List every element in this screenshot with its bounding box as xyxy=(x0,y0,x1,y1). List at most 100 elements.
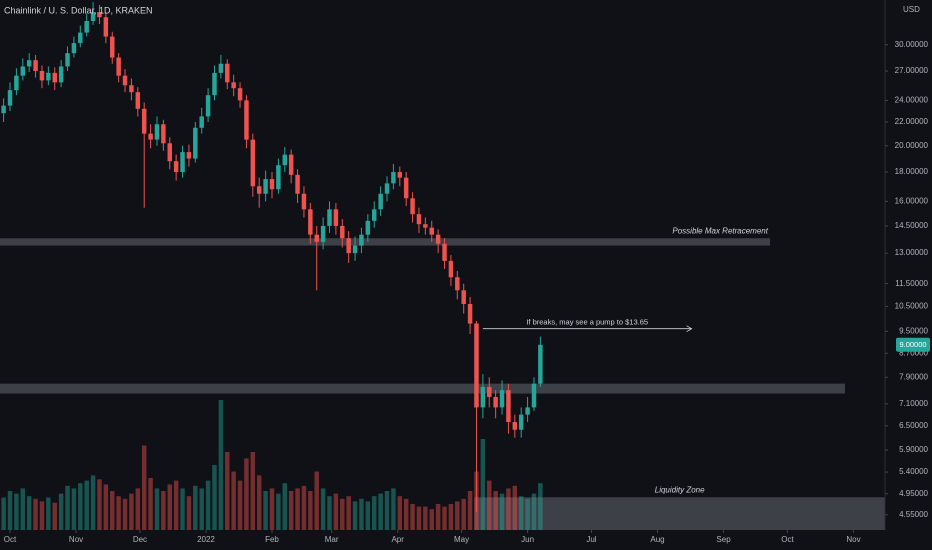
candle-body xyxy=(538,344,543,384)
candle-body xyxy=(340,225,345,239)
candle-body xyxy=(256,186,262,194)
volume-bar xyxy=(212,465,217,530)
candle-body xyxy=(531,383,537,408)
x-tick-label: Dec xyxy=(133,535,147,544)
y-tick-label: 16.00000 xyxy=(895,197,929,206)
candle-body xyxy=(525,407,530,415)
candle-body xyxy=(378,193,383,210)
zone xyxy=(0,238,770,246)
candle-body xyxy=(359,234,364,246)
volume-bar xyxy=(480,439,486,530)
volume-bar xyxy=(301,485,307,530)
y-tick-label: 4.55000 xyxy=(899,510,928,519)
y-tick-label: 20.00000 xyxy=(895,141,929,150)
candle-body xyxy=(52,72,57,83)
y-tick-label: 6.50000 xyxy=(899,421,928,430)
volume-bar xyxy=(531,493,537,530)
volume-bar xyxy=(225,452,230,530)
volume-pane xyxy=(1,400,543,530)
volume-bar xyxy=(26,496,32,530)
annotations: Possible Max Retracement Liquidity Zone If… xyxy=(482,226,769,494)
x-tick-label: Nov xyxy=(69,535,83,544)
x-tick-label: Sep xyxy=(716,535,731,544)
volume-bar xyxy=(193,485,198,530)
candle-body xyxy=(301,193,307,210)
candle-body xyxy=(33,60,38,71)
volume-bar xyxy=(167,484,172,530)
volume-bar xyxy=(237,480,243,530)
volume-bar xyxy=(122,498,128,530)
volume-bar xyxy=(199,488,204,530)
currency-label: USD xyxy=(903,5,920,14)
candle-body xyxy=(333,209,339,226)
candle-body xyxy=(512,422,518,430)
candle-body xyxy=(97,12,102,18)
candle-body xyxy=(7,90,13,106)
volume-bar xyxy=(161,491,166,530)
volume-bar xyxy=(518,496,524,530)
volume-bar xyxy=(499,493,505,530)
candle-body xyxy=(1,105,6,114)
y-tick-label: 30.00000 xyxy=(895,40,929,49)
volume-bar xyxy=(493,491,498,530)
candle-body xyxy=(269,179,275,190)
volume-bar xyxy=(525,498,530,530)
zone-label: Possible Max Retracement xyxy=(672,226,768,235)
volume-bar xyxy=(33,498,38,530)
candle-body xyxy=(141,108,147,134)
candle-body xyxy=(403,177,409,199)
y-tick-label: 18.00000 xyxy=(895,167,929,176)
y-tick-label: 14.50000 xyxy=(895,221,929,230)
volume-bar xyxy=(467,491,473,530)
volume-bar xyxy=(1,497,6,530)
candle-body xyxy=(480,386,486,408)
candle-body xyxy=(416,214,422,225)
volume-bar xyxy=(410,504,415,530)
last-price-label: 9.00000 xyxy=(899,340,926,349)
volume-bar xyxy=(384,491,390,530)
candle-body xyxy=(506,390,511,423)
candle-body xyxy=(90,12,96,21)
volume-bar xyxy=(308,491,313,530)
zone xyxy=(474,497,885,530)
candle-body xyxy=(244,100,249,140)
volume-bar xyxy=(110,491,115,530)
x-tick-label: May xyxy=(454,535,469,544)
candle-body xyxy=(167,143,172,162)
volume-bar xyxy=(256,475,262,530)
zones xyxy=(0,238,885,530)
volume-bar xyxy=(65,485,70,530)
volume-bar xyxy=(135,488,141,530)
zone xyxy=(0,383,845,394)
x-tick-label: Apr xyxy=(391,535,404,544)
volume-bar xyxy=(263,491,268,530)
candle-body xyxy=(371,209,377,221)
candle-body xyxy=(295,174,300,194)
candle-body xyxy=(250,139,256,187)
volume-bar xyxy=(448,504,454,530)
x-tick-label: Nov xyxy=(846,535,860,544)
candle-body xyxy=(263,179,268,194)
candle-body xyxy=(78,32,83,44)
y-tick-label: 9.50000 xyxy=(899,326,928,335)
volume-bar xyxy=(154,488,160,530)
volume-bar xyxy=(391,488,396,530)
candle-body xyxy=(365,220,371,235)
candle-body xyxy=(231,82,236,89)
candle-body xyxy=(26,60,32,67)
volume-bar xyxy=(46,497,51,530)
candle-body xyxy=(58,66,64,83)
volume-bar xyxy=(320,488,326,530)
y-tick-label: 7.90000 xyxy=(899,372,928,381)
volume-bar xyxy=(352,501,358,530)
volume-bar xyxy=(276,493,281,530)
volume-bar xyxy=(180,488,185,530)
y-tick-label: 22.00000 xyxy=(895,117,929,126)
volume-bar xyxy=(71,488,77,530)
volume-bar xyxy=(378,493,383,530)
candle-body xyxy=(352,245,358,254)
candle-body xyxy=(429,227,434,235)
volume-bar xyxy=(397,496,403,530)
candle-body xyxy=(110,36,115,58)
candle-body xyxy=(320,225,326,242)
